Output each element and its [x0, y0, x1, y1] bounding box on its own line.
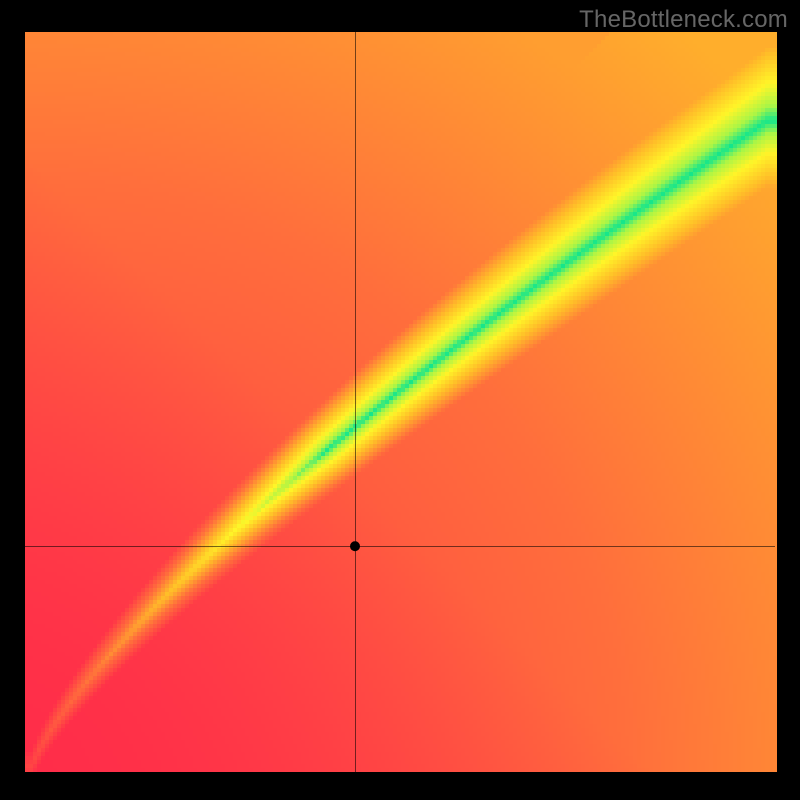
chart-frame: TheBottleneck.com — [0, 0, 800, 800]
watermark-text: TheBottleneck.com — [579, 6, 788, 34]
heatmap-canvas — [0, 0, 800, 800]
